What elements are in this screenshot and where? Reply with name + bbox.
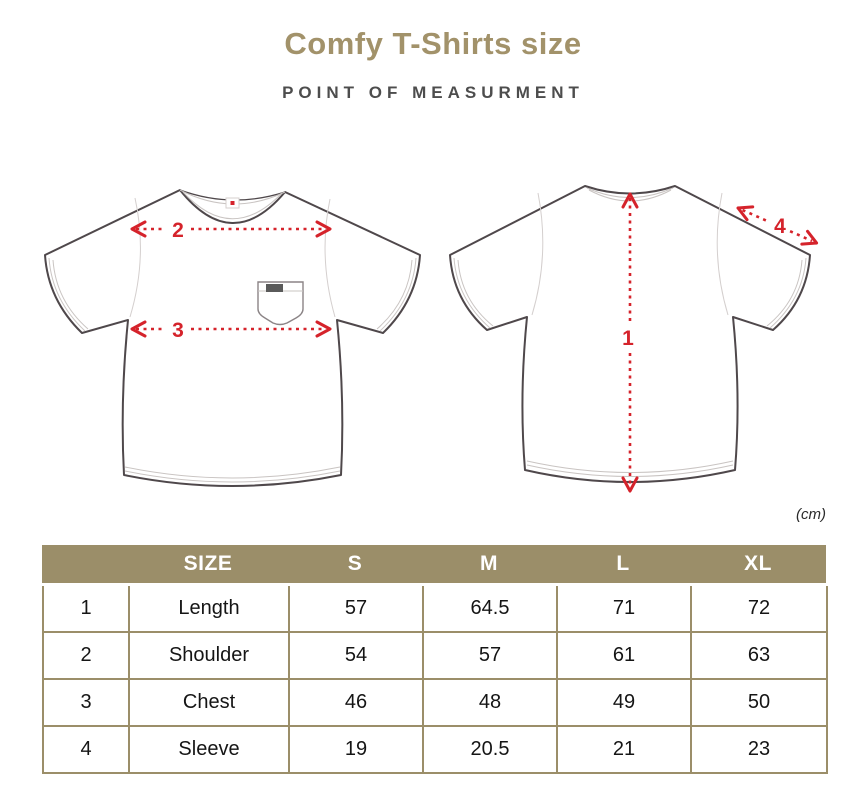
armhole-seam-left: [129, 197, 141, 318]
measure-label-cell: Chest: [128, 678, 290, 727]
cuff-stitch-right: [379, 257, 417, 332]
size-value-cell: 21: [556, 725, 692, 774]
row-number-cell: 2: [42, 631, 130, 680]
size-value-cell: 61: [556, 631, 692, 680]
unit-note: (cm): [796, 506, 826, 523]
size-table-header: SIZE S M L XL: [42, 545, 826, 583]
size-value-cell: 57: [422, 631, 558, 680]
page-title: Comfy T-Shirts size: [284, 26, 582, 61]
table-row: 3 Chest 46 48 49 50: [42, 678, 828, 727]
armhole-seam-right: [324, 198, 336, 318]
tshirt-back-diagram: 1 4: [449, 185, 819, 493]
cuff-stitch-left: [48, 257, 86, 332]
size-value-cell: 49: [556, 678, 692, 727]
size-value-cell: 23: [690, 725, 828, 774]
size-value-cell: 50: [690, 678, 828, 727]
hem-stitch2: [124, 470, 341, 483]
header-size: SIZE: [183, 552, 233, 575]
measure-label-cell: Sleeve: [128, 725, 290, 774]
header-m: M: [480, 552, 498, 575]
hem-stitch: [526, 460, 734, 473]
measure-arrow-sleeve: 4: [736, 205, 819, 246]
armhole-seam-left: [531, 192, 544, 316]
size-value-cell: 48: [422, 678, 558, 727]
size-table: 1 Length 57 64.5 71 72 2 Shoulder 54 57 …: [42, 586, 828, 774]
size-value-cell: 71: [556, 586, 692, 633]
measure-label-cell: Shoulder: [128, 631, 290, 680]
marker-number-4: 4: [774, 215, 786, 238]
neck-tag-logo: [230, 201, 235, 205]
header-l: L: [616, 552, 630, 575]
tshirt-front-outline: [44, 189, 421, 487]
page-subtitle: POINT OF MEASURMENT: [282, 83, 584, 102]
tshirt-back-outline: [449, 185, 811, 483]
size-value-cell: 54: [288, 631, 424, 680]
marker-number-2: 2: [172, 219, 184, 242]
collar-rib-stitch: [586, 187, 674, 198]
measure-arrow-shoulder: 2: [130, 219, 332, 242]
table-row: 4 Sleeve 19 20.5 21 23: [42, 725, 828, 774]
header-xl: XL: [744, 552, 772, 575]
pocket-label: [266, 284, 283, 292]
measure-arrow-length: 1: [621, 192, 639, 493]
row-number-cell: 1: [42, 586, 130, 633]
size-value-cell: 57: [288, 586, 424, 633]
row-number-cell: 4: [42, 725, 130, 774]
armhole-seam-right: [716, 192, 729, 316]
cuff-stitch-right2: [766, 259, 803, 327]
size-value-cell: 19: [288, 725, 424, 774]
row-number-cell: 3: [42, 678, 130, 727]
size-value-cell: 72: [690, 586, 828, 633]
marker-number-1: 1: [622, 327, 634, 350]
size-value-cell: 63: [690, 631, 828, 680]
measure-arrow-chest: 3: [130, 319, 332, 342]
cuff-stitch-left2: [457, 259, 494, 327]
measure-label-cell: Length: [128, 586, 290, 633]
size-value-cell: 64.5: [422, 586, 558, 633]
table-row: 2 Shoulder 54 57 61 63: [42, 631, 828, 680]
table-row: 1 Length 57 64.5 71 72: [42, 586, 828, 633]
size-value-cell: 20.5: [422, 725, 558, 774]
chest-pocket: [257, 281, 304, 326]
hem-stitch: [124, 466, 341, 479]
size-value-cell: 46: [288, 678, 424, 727]
cuff-stitch-right: [769, 257, 807, 329]
hem-stitch2: [526, 464, 734, 477]
collar-rib-stitch: [182, 191, 283, 220]
marker-number-3: 3: [172, 319, 184, 342]
header-s: S: [347, 552, 363, 575]
cuff-stitch-left2: [52, 259, 89, 330]
tshirt-front-diagram: 2 3: [44, 189, 421, 487]
cuff-stitch-left: [453, 257, 491, 329]
cuff-stitch-right2: [376, 259, 413, 330]
